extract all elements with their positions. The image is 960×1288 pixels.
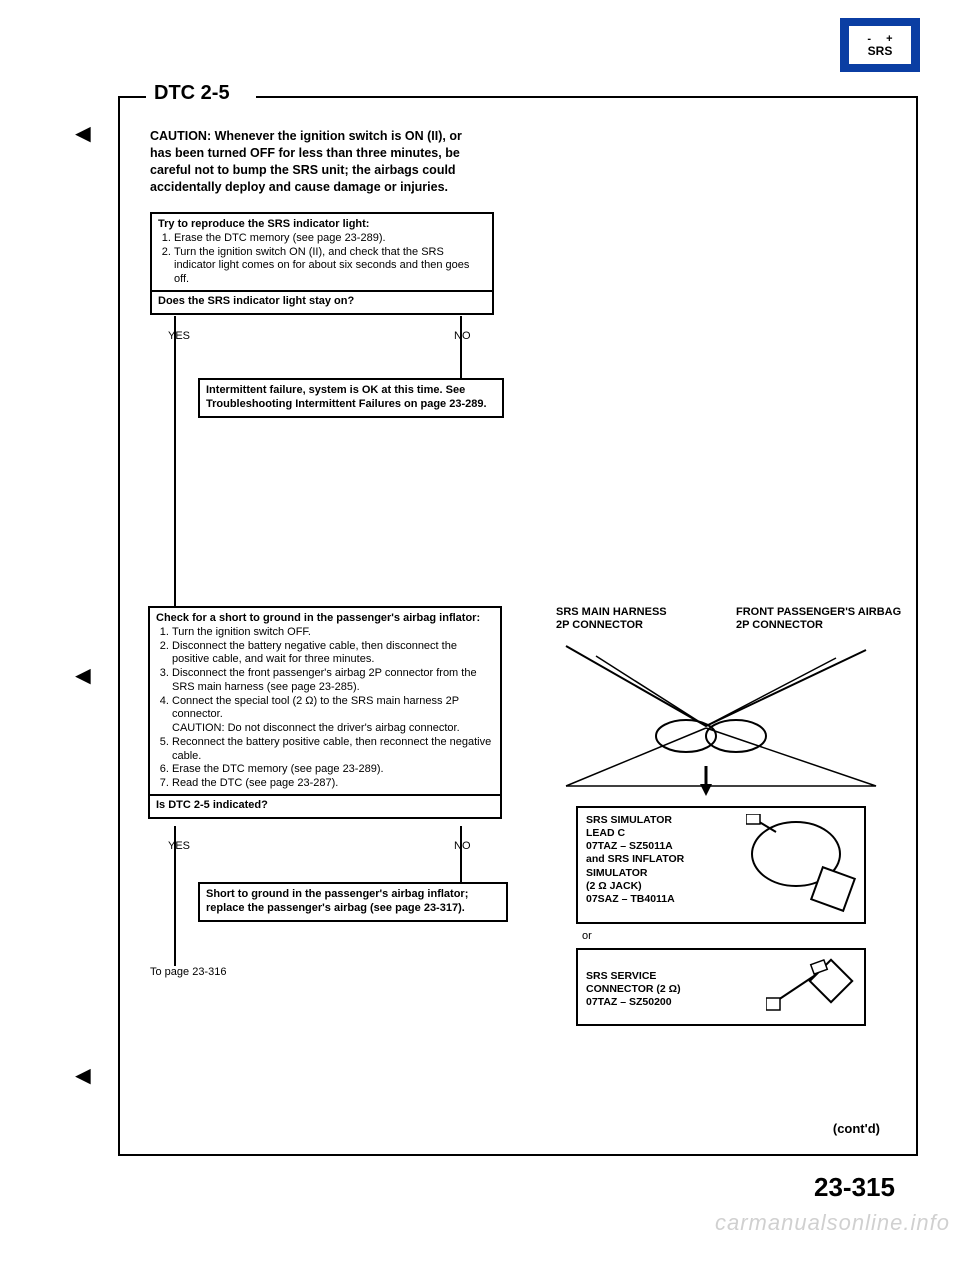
vline-no-2 bbox=[460, 826, 462, 882]
or-label: or bbox=[582, 930, 592, 943]
dtc-title: DTC 2-5 bbox=[146, 82, 238, 105]
srs-badge: - + SRS bbox=[840, 18, 920, 72]
margin-marker-1: ◄ bbox=[70, 118, 96, 149]
box1-item-1: Erase the DTC memory (see page 23-289). bbox=[174, 232, 486, 246]
contd-label: (cont'd) bbox=[833, 1121, 880, 1136]
box3-item-3: Disconnect the front passenger's airbag … bbox=[172, 667, 494, 695]
flow-box-check-short: Check for a short to ground in the passe… bbox=[148, 606, 502, 819]
box3-item-7: Read the DTC (see page 23-287). bbox=[172, 777, 494, 791]
simulator-text: SRS SIMULATOR LEAD C 07TAZ – SZ5011A and… bbox=[586, 814, 736, 906]
box1-title: Try to reproduce the SRS indicator light… bbox=[158, 218, 486, 232]
no-2: NO bbox=[454, 840, 471, 852]
box3-question: Is DTC 2-5 indicated? bbox=[156, 799, 494, 813]
simulator-icon bbox=[746, 814, 856, 914]
service-connector-icon bbox=[766, 954, 856, 1020]
vline-yes-1 bbox=[174, 316, 176, 606]
box3-item-5: Reconnect the battery positive cable, th… bbox=[172, 736, 494, 764]
vline-no-1 bbox=[460, 316, 462, 378]
box3-item-1: Turn the ignition switch OFF. bbox=[172, 626, 494, 640]
no-1: NO bbox=[454, 330, 471, 342]
box1-question: Does the SRS indicator light stay on? bbox=[158, 295, 486, 309]
vline-yes-2 bbox=[174, 826, 176, 966]
box4-text: Short to ground in the passenger's airba… bbox=[206, 888, 468, 914]
service-connector-box: SRS SERVICE CONNECTOR (2 Ω) 07TAZ – SZ50… bbox=[576, 948, 866, 1026]
watermark: carmanualsonline.info bbox=[715, 1210, 950, 1236]
box3-list: Turn the ignition switch OFF. Disconnect… bbox=[172, 626, 494, 791]
srs-badge-label: SRS bbox=[868, 45, 893, 57]
yes-1: YES bbox=[168, 330, 190, 342]
caution-text: CAUTION: Whenever the ignition switch is… bbox=[150, 128, 480, 196]
simulator-box: SRS SIMULATOR LEAD C 07TAZ – SZ5011A and… bbox=[576, 806, 866, 924]
yes-2: YES bbox=[168, 840, 190, 852]
srs-badge-inner: - + SRS bbox=[849, 26, 911, 64]
box3-item-6: Erase the DTC memory (see page 23-289). bbox=[172, 763, 494, 777]
margin-marker-2: ◄ bbox=[70, 660, 96, 691]
box3-title: Check for a short to ground in the passe… bbox=[156, 612, 494, 626]
box1-item-2: Turn the ignition switch ON (II), and ch… bbox=[174, 246, 486, 287]
box2-text: Intermittent failure, system is OK at th… bbox=[206, 384, 487, 410]
service-connector-text: SRS SERVICE CONNECTOR (2 Ω) 07TAZ – SZ50… bbox=[586, 970, 746, 1009]
srs-badge-top: - + bbox=[861, 34, 898, 45]
diag-left-label: SRS MAIN HARNESS 2P CONNECTOR bbox=[556, 606, 667, 632]
to-page-link: To page 23-316 bbox=[150, 966, 226, 978]
diag-right-label: FRONT PASSENGER'S AIRBAG 2P CONNECTOR bbox=[736, 606, 901, 632]
box1-list: Erase the DTC memory (see page 23-289). … bbox=[174, 232, 486, 287]
flow-box-reproduce: Try to reproduce the SRS indicator light… bbox=[150, 212, 494, 315]
box3-item-2: Disconnect the battery negative cable, t… bbox=[172, 640, 494, 668]
box3-item-4: Connect the special tool (2 Ω) to the SR… bbox=[172, 695, 494, 736]
connector-sketch bbox=[556, 636, 886, 796]
flow-box-intermittent: Intermittent failure, system is OK at th… bbox=[198, 378, 504, 418]
flow-box-short-ground: Short to ground in the passenger's airba… bbox=[198, 882, 508, 922]
margin-marker-3: ◄ bbox=[70, 1060, 96, 1091]
